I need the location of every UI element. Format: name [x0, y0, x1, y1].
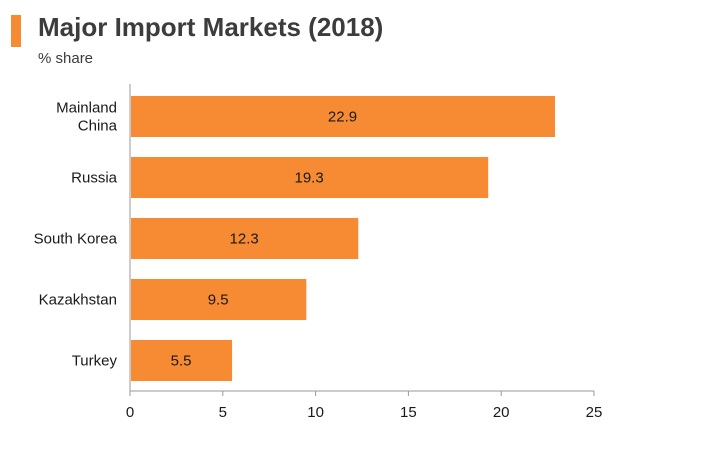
- title-accent-bar: [11, 15, 21, 47]
- bar: [131, 279, 307, 320]
- category-label-line: Mainland: [56, 100, 117, 117]
- category-label-line: China: [78, 118, 118, 135]
- category-label: Turkey: [72, 353, 118, 370]
- category-label: South Korea: [34, 231, 118, 248]
- x-tick-label: 20: [493, 404, 510, 421]
- category-label-line: South Korea: [34, 231, 118, 248]
- bar: [131, 218, 359, 259]
- bar-value-label: 9.5: [208, 292, 229, 309]
- bar-value-label: 5.5: [171, 353, 192, 370]
- x-tick-label: 0: [126, 404, 134, 421]
- category-label-line: Russia: [71, 170, 118, 187]
- category-label: Mainland China: [56, 100, 118, 135]
- chart-subtitle: % share: [38, 50, 94, 67]
- category-label: Russia: [71, 170, 118, 187]
- bar: [131, 157, 489, 198]
- bar-value-label: 22.9: [328, 109, 357, 126]
- category-label-line: Turkey: [72, 353, 118, 370]
- x-tick-label: 25: [586, 404, 603, 421]
- x-tick-label: 5: [219, 404, 227, 421]
- bar-value-label: 19.3: [295, 170, 324, 187]
- x-tick-label: 15: [400, 404, 417, 421]
- x-tick-label: 10: [307, 404, 324, 421]
- bar-value-label: 12.3: [230, 231, 259, 248]
- bar: [131, 340, 233, 381]
- chart-title: Major Import Markets (2018): [38, 12, 384, 42]
- category-label: Kazakhstan: [39, 292, 117, 309]
- bar: [131, 96, 556, 137]
- category-label-line: Kazakhstan: [39, 292, 117, 309]
